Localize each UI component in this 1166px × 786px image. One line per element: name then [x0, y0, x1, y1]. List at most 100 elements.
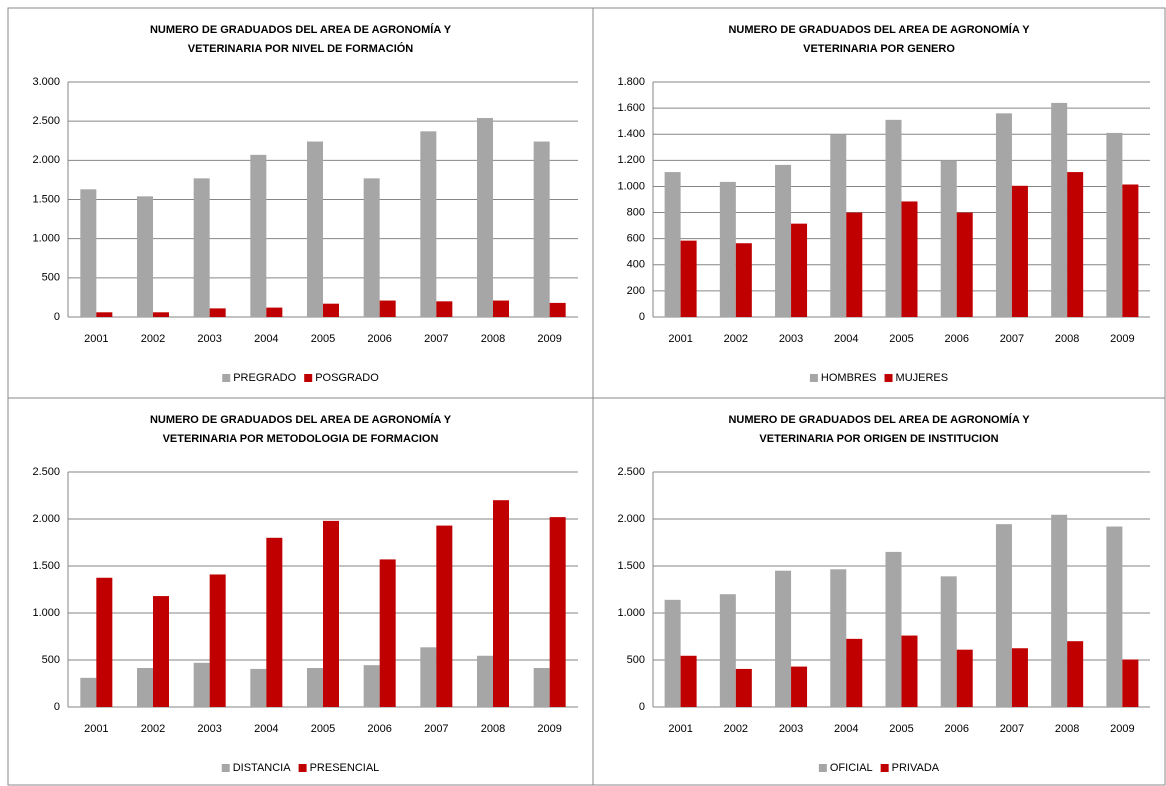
bar [956, 212, 973, 317]
bar [363, 178, 380, 317]
x-tick-label: 2004 [254, 333, 278, 345]
y-tick-label: 1.500 [32, 193, 60, 205]
y-tick-label: 1.200 [617, 154, 645, 166]
bar [250, 154, 267, 317]
x-tick-label: 2009 [537, 723, 561, 735]
x-tick-label: 2001 [668, 723, 692, 735]
legend-label: PRESENCIAL [310, 762, 380, 774]
y-tick-label: 2.000 [32, 513, 60, 525]
legend-swatch [809, 374, 818, 382]
chart-title: NUMERO DE GRADUADOS DEL AREA DE AGRONOMÍ… [728, 413, 1030, 426]
legend-label: PREGRADO [233, 372, 296, 384]
bar [1122, 659, 1139, 707]
bar [549, 517, 566, 707]
bar [153, 596, 169, 707]
bar [420, 647, 437, 707]
legend-label: OFICIAL [830, 762, 873, 774]
x-tick-label: 2009 [1110, 333, 1134, 345]
bar [735, 243, 752, 317]
x-tick-label: 2006 [367, 333, 391, 345]
y-tick-label: 1.600 [617, 102, 645, 114]
y-tick-label: 1.000 [32, 233, 60, 245]
bar [791, 223, 808, 317]
chart-title: VETERINARIA POR GENERO [803, 43, 955, 55]
y-tick-label: 600 [627, 233, 645, 245]
chart-title: NUMERO DE GRADUADOS DEL AREA DE AGRONOMÍ… [150, 23, 452, 36]
bar [153, 312, 169, 317]
bar [137, 196, 153, 317]
bar [323, 520, 339, 707]
x-tick-label: 2003 [779, 723, 803, 735]
x-tick-label: 2007 [424, 333, 448, 345]
bar [664, 599, 681, 707]
bar [323, 303, 339, 317]
x-tick-label: 2006 [367, 723, 391, 735]
bar [436, 525, 453, 707]
x-tick-label: 2007 [1000, 723, 1024, 735]
bar [1051, 102, 1068, 317]
x-tick-label: 2005 [889, 723, 913, 735]
bar [830, 134, 847, 317]
x-tick-label: 2001 [84, 333, 108, 345]
y-tick-label: 1.400 [617, 128, 645, 140]
bar [1106, 132, 1123, 317]
bar [885, 119, 902, 317]
x-tick-label: 2005 [311, 333, 335, 345]
bar [1011, 648, 1028, 707]
y-tick-label: 2.000 [32, 154, 60, 166]
bar [791, 666, 808, 707]
x-tick-label: 2002 [141, 723, 165, 735]
bar [995, 524, 1012, 707]
legend-swatch [304, 374, 313, 382]
y-tick-label: 2.500 [32, 115, 60, 127]
bar [96, 577, 113, 707]
bar [775, 164, 792, 317]
x-tick-label: 2003 [197, 723, 221, 735]
x-tick-label: 2008 [1055, 333, 1079, 345]
legend-swatch [221, 764, 230, 772]
legend-label: MUJERES [896, 372, 949, 384]
y-tick-label: 0 [54, 701, 60, 713]
bar [436, 301, 453, 317]
bar [250, 668, 267, 707]
chart-title: VETERINARIA POR METODOLOGIA DE FORMACION [163, 433, 439, 445]
bar [680, 240, 697, 317]
bar [80, 677, 97, 707]
y-tick-label: 500 [42, 272, 60, 284]
bar [420, 131, 437, 317]
y-tick-label: 0 [54, 311, 60, 323]
x-tick-label: 2003 [197, 333, 221, 345]
bar [940, 576, 957, 707]
bar [477, 655, 493, 707]
x-tick-label: 2007 [424, 723, 448, 735]
bar [1106, 526, 1123, 707]
x-tick-label: 2009 [1110, 723, 1134, 735]
bar [846, 212, 863, 317]
x-tick-label: 2008 [481, 723, 505, 735]
y-tick-label: 2.500 [32, 466, 60, 478]
y-tick-label: 2.000 [617, 513, 645, 525]
x-tick-label: 2009 [537, 333, 561, 345]
bar [80, 189, 97, 317]
bar [1122, 184, 1139, 317]
bar [719, 594, 736, 707]
x-tick-label: 2004 [834, 333, 858, 345]
bar [956, 649, 973, 707]
y-tick-label: 200 [627, 285, 645, 297]
legend-swatch [222, 374, 231, 382]
y-tick-label: 0 [639, 701, 645, 713]
bar [940, 160, 957, 317]
bar [193, 662, 210, 707]
bar [533, 141, 550, 317]
x-tick-label: 2005 [311, 723, 335, 735]
bar [96, 312, 113, 317]
chart-title: VETERINARIA POR NIVEL DE FORMACIÓN [188, 42, 414, 55]
bar [1051, 514, 1068, 707]
y-tick-label: 0 [639, 311, 645, 323]
y-tick-label: 1.000 [32, 607, 60, 619]
x-tick-label: 2007 [1000, 333, 1024, 345]
legend-swatch [298, 764, 307, 772]
x-tick-label: 2005 [889, 333, 913, 345]
chart-title: NUMERO DE GRADUADOS DEL AREA DE AGRONOMÍ… [728, 23, 1030, 36]
y-tick-label: 2.500 [617, 466, 645, 478]
